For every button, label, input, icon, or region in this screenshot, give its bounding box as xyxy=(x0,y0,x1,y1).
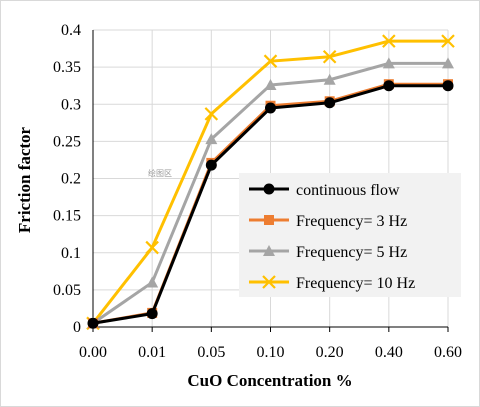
data-point xyxy=(263,54,278,68)
axes xyxy=(92,30,449,332)
legend-box xyxy=(239,173,461,297)
legend-label: Frequency= 5 Hz xyxy=(296,244,407,261)
y-tick-label: 0.15 xyxy=(53,208,81,225)
legend-item: Frequency= 3 Hz xyxy=(249,213,407,230)
y-tick-label: 0.05 xyxy=(53,282,81,299)
y-tick-label: 0.35 xyxy=(53,59,81,76)
y-tick-label: 0.1 xyxy=(61,245,81,262)
data-point xyxy=(146,276,159,288)
data-point xyxy=(264,78,277,90)
data-point xyxy=(382,57,395,69)
data-point xyxy=(205,133,218,145)
legend-swatch-marker xyxy=(262,275,276,289)
y-tick-label: 0 xyxy=(73,319,81,336)
watermark-label: 绘图区 xyxy=(148,168,172,178)
x-tick-label: 0.20 xyxy=(316,344,344,361)
x-tick-label: 0.10 xyxy=(257,344,285,361)
data-point xyxy=(441,34,455,48)
data-point xyxy=(145,240,159,255)
data-point xyxy=(442,80,454,92)
x-marker-stroke xyxy=(262,275,276,289)
legend-item: Frequency= 10 Hz xyxy=(249,275,415,292)
x-tick-label: 0.05 xyxy=(197,344,225,361)
y-tick-label: 0.3 xyxy=(61,96,81,113)
x-marker-stroke xyxy=(204,107,219,121)
x-marker-stroke xyxy=(382,34,396,48)
y-tick-label: 0.4 xyxy=(61,22,81,39)
legend-label: continuous flow xyxy=(296,182,400,199)
series-layer xyxy=(86,34,455,331)
x-tick-label: 0.40 xyxy=(375,344,403,361)
data-point xyxy=(442,57,454,69)
data-point xyxy=(265,102,276,114)
x-tick-label: 0.01 xyxy=(138,344,166,361)
data-point xyxy=(146,308,158,320)
x-tick-label: 0.60 xyxy=(434,344,462,361)
legend-item: Frequency= 5 Hz xyxy=(249,244,407,261)
data-point xyxy=(323,73,336,85)
data-point xyxy=(324,97,336,109)
data-point xyxy=(382,34,396,48)
data-point xyxy=(204,107,219,121)
legend: continuous flow Frequency= 3 Hz Frequency=… xyxy=(239,173,461,297)
legend-label: Frequency= 3 Hz xyxy=(296,213,407,230)
x-axis-title: CuO Concentration % xyxy=(187,371,352,390)
data-point xyxy=(205,159,217,171)
data-point xyxy=(322,49,337,64)
data-point xyxy=(383,80,395,92)
legend-swatch-marker xyxy=(264,215,274,225)
series-continuous-flow xyxy=(87,80,454,329)
legend-item: continuous flow xyxy=(249,182,400,199)
x-marker-stroke xyxy=(322,49,337,64)
x-marker-stroke xyxy=(441,34,455,48)
y-tick-label: 0.2 xyxy=(61,171,81,188)
tick-labels: 0 0.05 0.1 0.15 0.2 0.25 0.3 0.35 0.4 0.00 0.01 0.0… xyxy=(53,22,462,361)
legend-label: Frequency= 10 Hz xyxy=(296,275,415,292)
x-marker-stroke xyxy=(263,54,278,68)
x-tick-label: 0.00 xyxy=(79,344,107,361)
data-point xyxy=(87,317,99,329)
legend-swatch-marker xyxy=(263,183,275,195)
x-marker-stroke xyxy=(145,240,159,255)
y-tick-label: 0.25 xyxy=(53,133,81,150)
y-axis-title: Friction factor xyxy=(15,126,34,233)
legend-swatch-marker xyxy=(263,245,275,256)
